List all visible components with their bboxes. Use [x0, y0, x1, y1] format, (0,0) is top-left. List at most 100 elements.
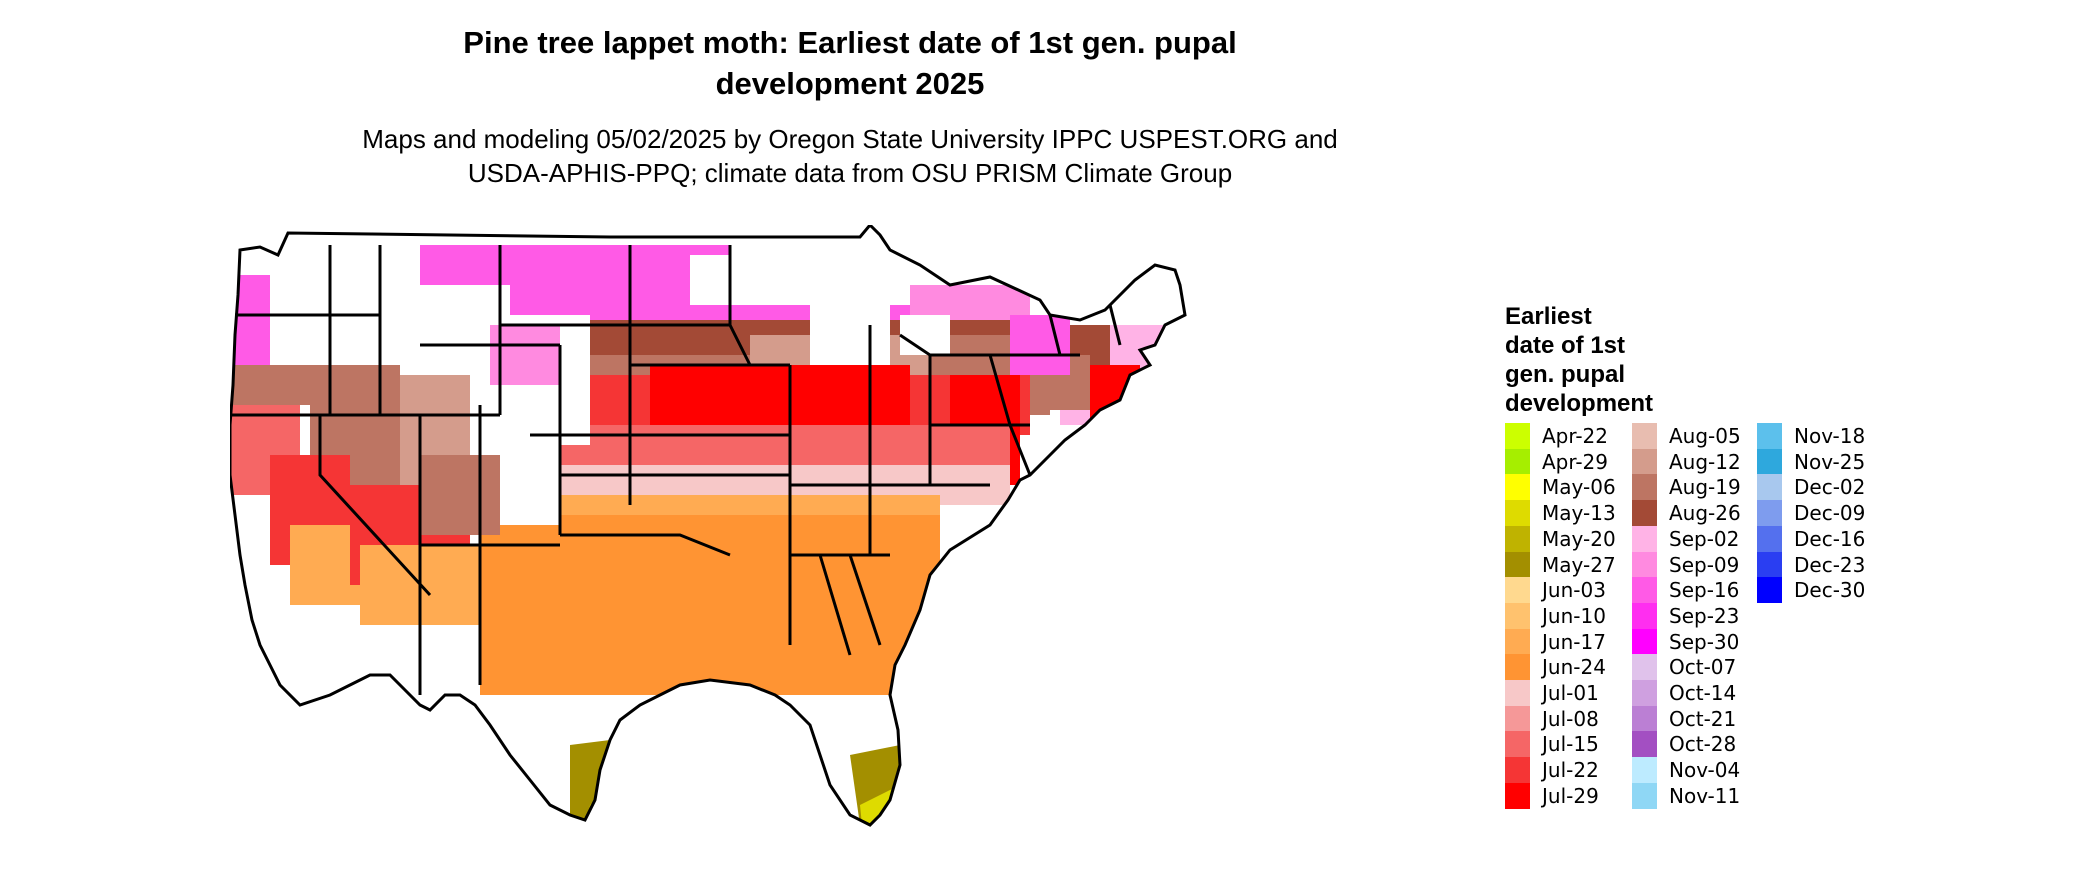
legend-label: Sep-30	[1669, 629, 1740, 654]
state-borders	[230, 225, 1187, 827]
legend-label: Jun-17	[1542, 629, 1606, 654]
legend-swatch	[1632, 680, 1657, 706]
legend-swatch	[1757, 577, 1782, 604]
legend-swatch	[1632, 705, 1657, 732]
legend-swatch	[1757, 525, 1782, 552]
legend-label: Oct-07	[1669, 655, 1737, 680]
legend-swatch	[1632, 525, 1657, 552]
legend-label: Aug-19	[1669, 475, 1741, 500]
legend-swatch	[1505, 423, 1530, 449]
legend-swatch	[1632, 602, 1657, 629]
legend-item: May-20	[1505, 525, 1635, 552]
legend-swatch	[1505, 500, 1530, 527]
legend-swatch	[1632, 757, 1657, 784]
legend-item: Sep-30	[1632, 628, 1762, 655]
legend-swatch	[1632, 551, 1657, 578]
legend-item: Jun-03	[1505, 577, 1635, 604]
legend-item: Aug-12	[1632, 448, 1762, 475]
legend-label: Sep-02	[1669, 526, 1740, 551]
legend-swatch	[1757, 500, 1782, 527]
legend-item: Jul-01	[1505, 680, 1635, 706]
legend-label: May-06	[1542, 475, 1616, 500]
legend-label: Sep-16	[1669, 578, 1740, 603]
legend-swatch	[1757, 423, 1782, 449]
legend-swatch	[1505, 577, 1530, 604]
legend-label: Jul-08	[1542, 706, 1599, 731]
legend-swatch	[1505, 654, 1530, 681]
legend-item: Dec-23	[1757, 551, 1887, 578]
legend-item: Apr-22	[1505, 423, 1635, 449]
map-subtitle-line-1: Maps and modeling 05/02/2025 by Oregon S…	[362, 124, 1338, 154]
legend-label: Oct-21	[1669, 706, 1737, 731]
legend-label: Dec-09	[1794, 501, 1866, 526]
legend-swatch	[1632, 782, 1657, 809]
legend-item: Jul-08	[1505, 705, 1635, 732]
legend-item: Oct-28	[1632, 731, 1762, 758]
legend-swatch	[1632, 628, 1657, 655]
legend-label: May-20	[1542, 526, 1616, 551]
legend-label: Jul-29	[1542, 783, 1599, 808]
legend-swatch	[1505, 551, 1530, 578]
legend-swatch	[1505, 782, 1530, 809]
legend-swatch	[1505, 474, 1530, 501]
legend-item: Jul-29	[1505, 782, 1635, 809]
legend-item: Nov-18	[1757, 423, 1887, 449]
legend-label: Dec-30	[1794, 578, 1866, 603]
legend-title-line: date of 1st	[1505, 332, 1626, 359]
legend-item: Oct-21	[1632, 705, 1762, 732]
us-map	[230, 225, 1187, 827]
legend-label: Jul-15	[1542, 732, 1599, 757]
legend-item: Nov-04	[1632, 757, 1762, 784]
legend-item: Dec-16	[1757, 525, 1887, 552]
legend-item: Dec-30	[1757, 577, 1887, 604]
legend-swatch	[1505, 731, 1530, 758]
legend-label: Jun-10	[1542, 603, 1606, 628]
legend-item: Dec-02	[1757, 474, 1887, 501]
map-subtitle-line-2: USDA-APHIS-PPQ; climate data from OSU PR…	[467, 158, 1233, 188]
legend-item: Nov-11	[1632, 782, 1762, 809]
legend-item: Sep-02	[1632, 525, 1762, 552]
legend-label: Aug-26	[1669, 501, 1741, 526]
map-title-line-2: development 2025	[715, 66, 985, 101]
legend-label: Jun-03	[1542, 578, 1606, 603]
legend-item: Dec-09	[1757, 500, 1887, 527]
legend-label: Oct-14	[1669, 681, 1737, 705]
legend-item: Sep-09	[1632, 551, 1762, 578]
legend-item: Jul-15	[1505, 731, 1635, 758]
legend-swatch	[1632, 448, 1657, 475]
legend-label: Apr-22	[1542, 424, 1608, 448]
legend-label: Nov-11	[1669, 783, 1741, 808]
legend-item: Oct-07	[1632, 654, 1762, 681]
legend-item: Jun-10	[1505, 602, 1635, 629]
legend-item: Sep-23	[1632, 602, 1762, 629]
legend-swatch	[1632, 500, 1657, 527]
legend-item: Apr-29	[1505, 448, 1635, 475]
legend-swatch	[1505, 602, 1530, 629]
legend-label: Oct-28	[1669, 732, 1737, 757]
legend-swatch	[1505, 680, 1530, 706]
legend-item: Jun-17	[1505, 628, 1635, 655]
legend-item: May-13	[1505, 500, 1635, 527]
map-title: Pine tree lappet moth: Earliest date of …	[400, 22, 1300, 104]
legend-swatch	[1505, 525, 1530, 552]
legend-item: May-06	[1505, 474, 1635, 501]
legend-label: Jul-22	[1542, 758, 1599, 783]
legend-label: Jun-24	[1542, 655, 1606, 680]
legend-label: Sep-09	[1669, 552, 1740, 577]
legend-label: Nov-04	[1669, 758, 1741, 783]
legend-item: Jun-24	[1505, 654, 1635, 681]
legend-swatch	[1505, 705, 1530, 732]
legend-swatch	[1757, 474, 1782, 501]
legend-label: Dec-23	[1794, 552, 1866, 577]
legend-title-line: Earliest	[1505, 303, 1592, 330]
legend-swatch	[1632, 654, 1657, 681]
legend-swatch	[1757, 551, 1782, 578]
legend-item: Aug-19	[1632, 474, 1762, 501]
legend-item: Aug-05	[1632, 423, 1762, 449]
legend-swatch	[1505, 448, 1530, 475]
legend-title-line: gen. pupal	[1505, 361, 1625, 388]
legend-label: Aug-12	[1669, 449, 1741, 474]
legend-title: Earliest date of 1st gen. pupal developm…	[1505, 302, 1725, 418]
legend-swatch	[1505, 628, 1530, 655]
legend-label: Aug-05	[1669, 424, 1741, 448]
